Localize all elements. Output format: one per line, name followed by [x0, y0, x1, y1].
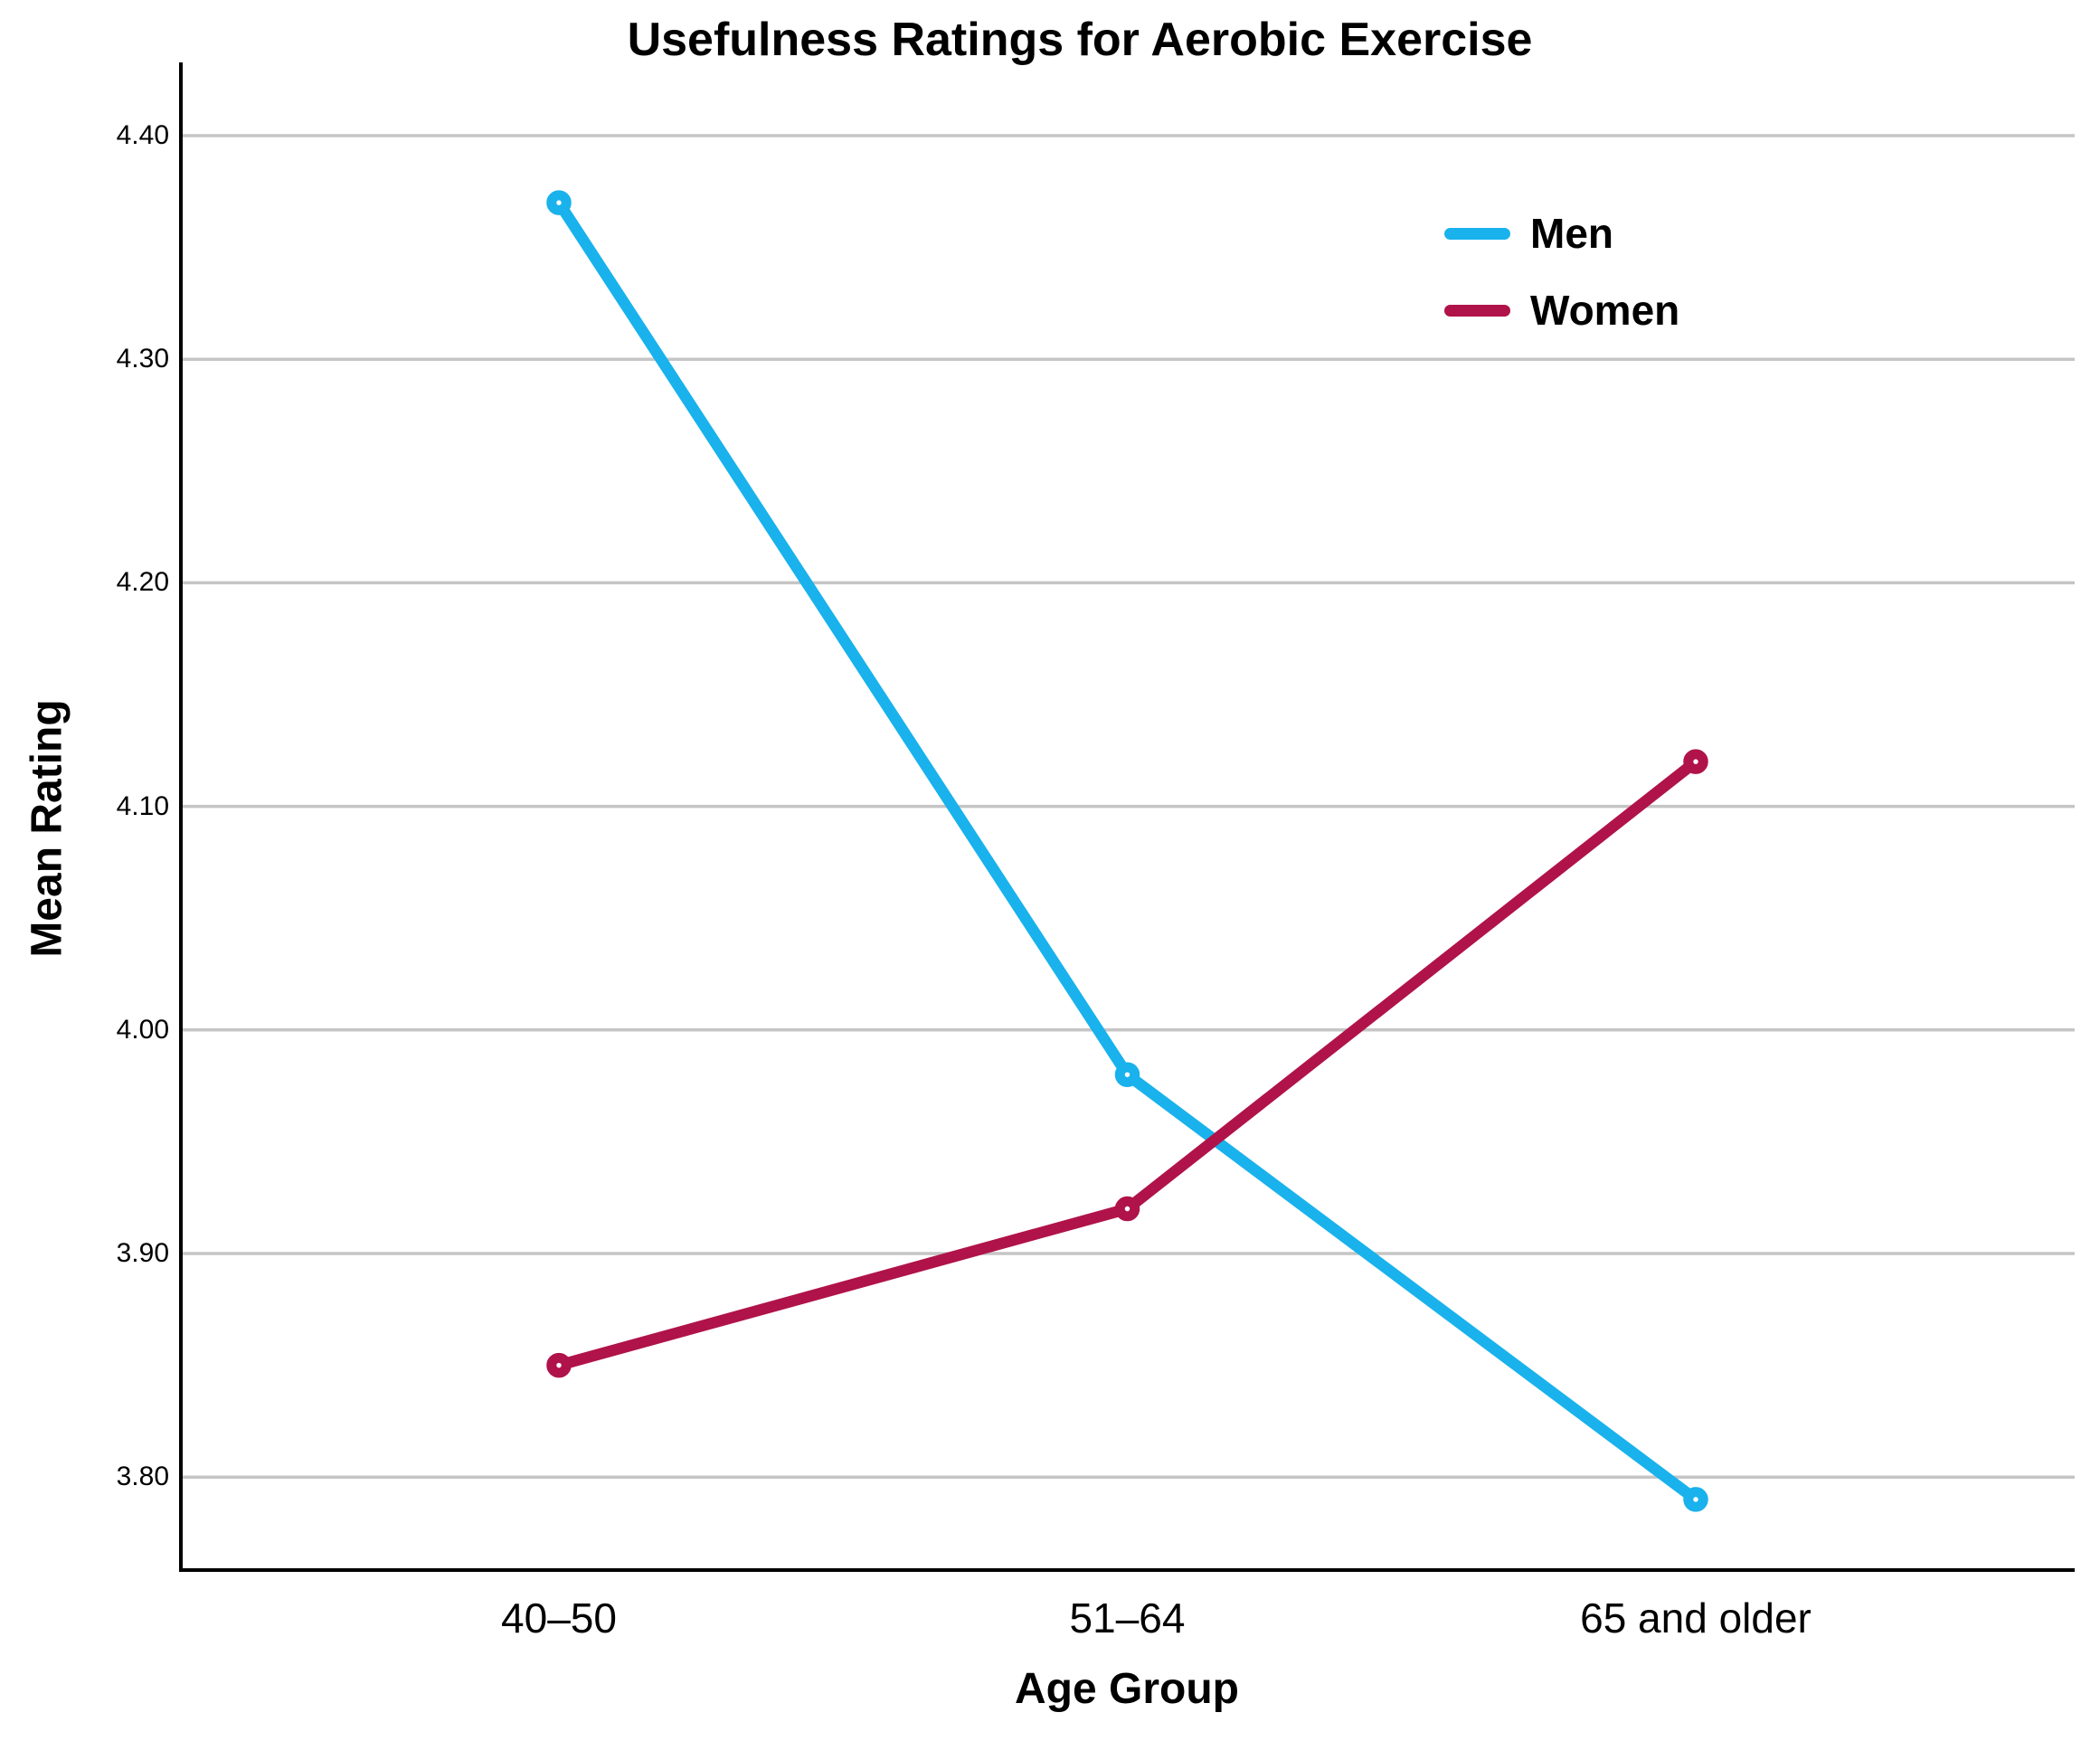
x-tick-label: 51–64 [1069, 1594, 1186, 1642]
y-tick-label: 4.10 [116, 790, 169, 821]
data-point-women [1114, 1196, 1140, 1222]
y-tick-label: 4.00 [116, 1014, 169, 1045]
y-tick-label: 3.90 [116, 1238, 169, 1268]
legend-label: Men [1530, 210, 1613, 257]
legend-swatch-women [1444, 304, 1510, 317]
data-point-women [1683, 749, 1708, 774]
x-tick-label: 65 and older [1580, 1594, 1811, 1642]
data-point-men [546, 190, 572, 215]
x-axis-title: Age Group [1015, 1665, 1239, 1713]
y-tick-label: 3.80 [116, 1462, 169, 1492]
data-point-women [546, 1352, 572, 1378]
data-point-men [1683, 1487, 1708, 1512]
series-line-men [553, 199, 1699, 1504]
chart-title: Usefulness Ratings for Aerobic Exercise [627, 14, 1533, 66]
legend-item-women: Women [1444, 285, 1679, 336]
legend-label: Women [1530, 287, 1680, 334]
data-point-men [1114, 1062, 1140, 1087]
y-tick-label: 4.30 [116, 344, 169, 374]
y-tick-label: 4.20 [116, 567, 169, 598]
y-tick-label: 4.40 [116, 120, 169, 150]
legend-item-men: Men [1444, 208, 1613, 259]
legend-swatch-men [1444, 227, 1510, 240]
x-tick-label: 40–50 [501, 1594, 617, 1642]
